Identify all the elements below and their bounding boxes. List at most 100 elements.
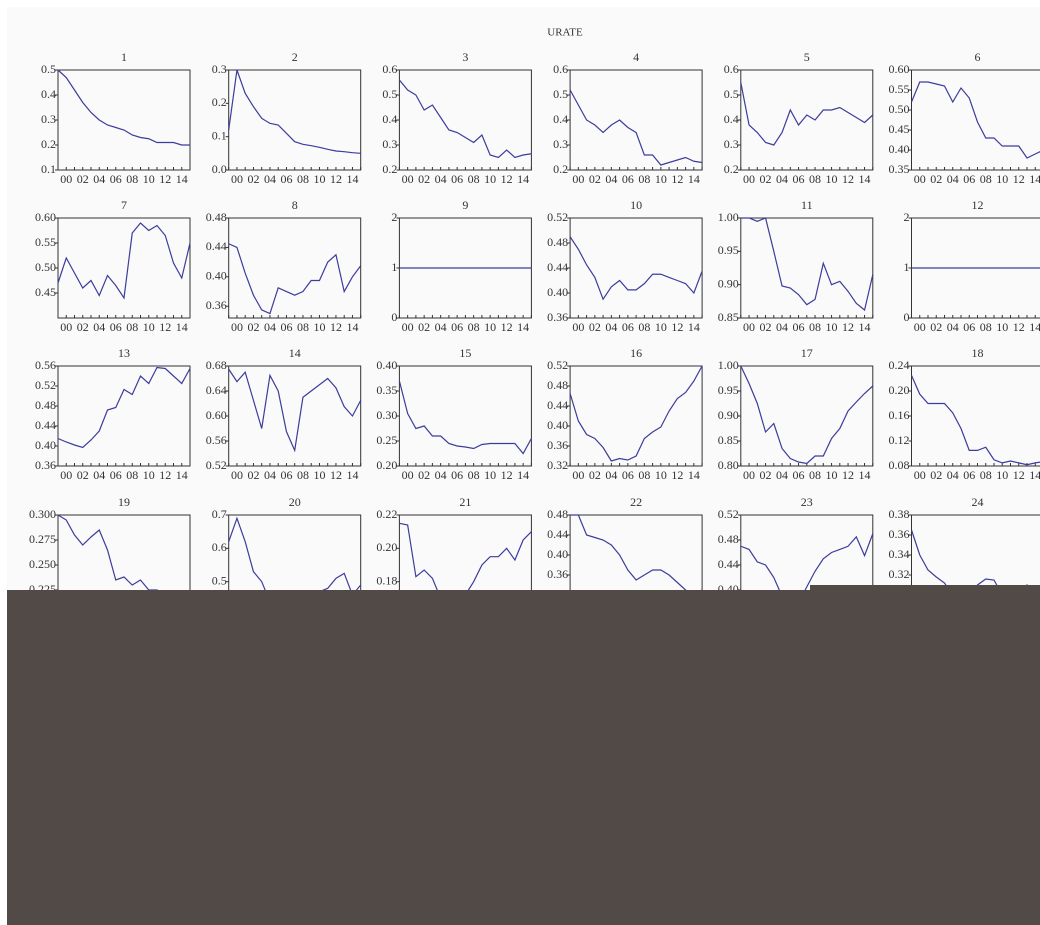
y-tick-label: 0.40	[547, 418, 568, 432]
x-tick-label: 02	[760, 320, 772, 334]
x-tick-label: 06	[110, 172, 122, 186]
panel-title: 9	[462, 198, 468, 212]
y-tick-label: 0.20	[376, 540, 397, 554]
x-tick-label: 04	[776, 320, 788, 334]
y-tick-label: 0.4	[382, 112, 397, 126]
x-tick-label: 08	[809, 172, 821, 186]
y-tick-label: 0.36	[889, 527, 910, 541]
x-tick-label: 06	[451, 320, 463, 334]
y-tick-label: 0.22	[376, 507, 397, 521]
x-tick-label: 12	[159, 320, 171, 334]
y-tick-label: 0.85	[718, 433, 739, 447]
x-tick-label: 12	[330, 172, 342, 186]
x-tick-label: 10	[655, 172, 667, 186]
series-line	[569, 236, 703, 301]
x-tick-label: 06	[280, 320, 292, 334]
x-tick-label: 04	[776, 172, 788, 186]
x-tick-label: 08	[297, 320, 309, 334]
panel-title: 15	[459, 346, 471, 360]
x-tick-label: 02	[77, 320, 89, 334]
series-line	[569, 365, 703, 462]
series-line	[398, 380, 532, 455]
panel-title: 23	[801, 495, 813, 509]
x-tick-label: 10	[143, 320, 155, 334]
y-tick-label: 0.40	[889, 142, 910, 156]
x-tick-label: 08	[980, 468, 992, 482]
x-tick-label: 10	[996, 468, 1008, 482]
x-tick-label: 00	[60, 172, 72, 186]
series-line	[740, 533, 874, 604]
y-tick-label: 0.52	[206, 458, 227, 472]
series-line	[228, 69, 361, 154]
x-tick-label: 14	[1029, 468, 1040, 482]
x-tick-label: 02	[77, 468, 89, 482]
x-tick-label: 14	[688, 320, 700, 334]
y-tick-label: 0.95	[718, 243, 739, 257]
y-tick-label: 0.36	[206, 298, 227, 312]
x-tick-label: 06	[451, 468, 463, 482]
x-tick-label: 02	[77, 172, 89, 186]
x-tick-label: 08	[126, 468, 138, 482]
panel-title: 17	[801, 346, 813, 360]
x-tick-label: 06	[793, 468, 805, 482]
y-tick-label: 0.2	[212, 95, 227, 109]
y-tick-label: 0.44	[718, 557, 739, 571]
x-tick-label: 12	[330, 468, 342, 482]
x-tick-label: 10	[484, 468, 496, 482]
x-tick-label: 00	[231, 468, 243, 482]
panel-title: 13	[118, 346, 130, 360]
panel-title: 20	[289, 495, 301, 509]
x-tick-label: 10	[313, 320, 325, 334]
x-tick-label: 00	[231, 320, 243, 334]
y-tick-label: 0.40	[547, 547, 568, 561]
series-line	[569, 89, 703, 166]
panel-title: 1	[121, 50, 127, 64]
x-tick-label: 02	[418, 172, 430, 186]
x-tick-label: 00	[914, 172, 926, 186]
panel-title: 11	[801, 198, 813, 212]
y-tick-label: 0.25	[376, 433, 397, 447]
y-tick-label: 2	[904, 210, 910, 224]
y-tick-label: 0.5	[212, 573, 227, 587]
y-tick-label: 0.35	[376, 383, 397, 397]
panel-title: 18	[972, 346, 984, 360]
series-line	[228, 243, 362, 315]
y-tick-label: 0.48	[718, 532, 739, 546]
panel-title: 12	[972, 198, 984, 212]
y-tick-label: 0.5	[553, 87, 568, 101]
x-tick-label: 02	[930, 320, 942, 334]
x-tick-label: 08	[980, 320, 992, 334]
x-tick-label: 02	[589, 468, 601, 482]
y-tick-label: 0.48	[547, 378, 568, 392]
x-tick-label: 04	[93, 468, 105, 482]
x-tick-label: 00	[572, 320, 584, 334]
y-tick-label: 0.44	[206, 239, 227, 253]
x-tick-label: 00	[743, 320, 755, 334]
y-tick-label: 0.48	[206, 210, 227, 224]
y-tick-label: 0.50	[889, 102, 910, 116]
y-tick-label: 0.35	[889, 162, 910, 176]
x-tick-label: 06	[793, 320, 805, 334]
panel-title: 5	[804, 50, 810, 64]
main-title: URATE	[547, 27, 583, 39]
y-tick-label: 0.16	[889, 408, 910, 422]
x-tick-label: 12	[671, 172, 683, 186]
y-tick-label: 0.6	[212, 540, 227, 554]
x-tick-label: 14	[176, 320, 188, 334]
y-tick-label: 0.68	[206, 358, 227, 372]
x-tick-label: 10	[826, 320, 838, 334]
y-tick-label: 0.4	[553, 112, 568, 126]
panels: 10.10.20.30.40.500 02 04 06 08 10 12 1420.00.10…	[29, 50, 1040, 616]
overlay	[7, 590, 1040, 925]
x-tick-label: 06	[280, 468, 292, 482]
y-tick-label: 0.1	[212, 128, 227, 142]
y-tick-label: 0.1	[41, 162, 56, 176]
x-tick-label: 08	[638, 320, 650, 334]
x-tick-label: 12	[159, 468, 171, 482]
panel-title: 2	[292, 50, 298, 64]
x-tick-label: 08	[468, 172, 480, 186]
x-tick-label: 14	[859, 468, 871, 482]
x-tick-label: 10	[996, 172, 1008, 186]
x-tick-label: 08	[809, 468, 821, 482]
series-line	[57, 366, 191, 449]
